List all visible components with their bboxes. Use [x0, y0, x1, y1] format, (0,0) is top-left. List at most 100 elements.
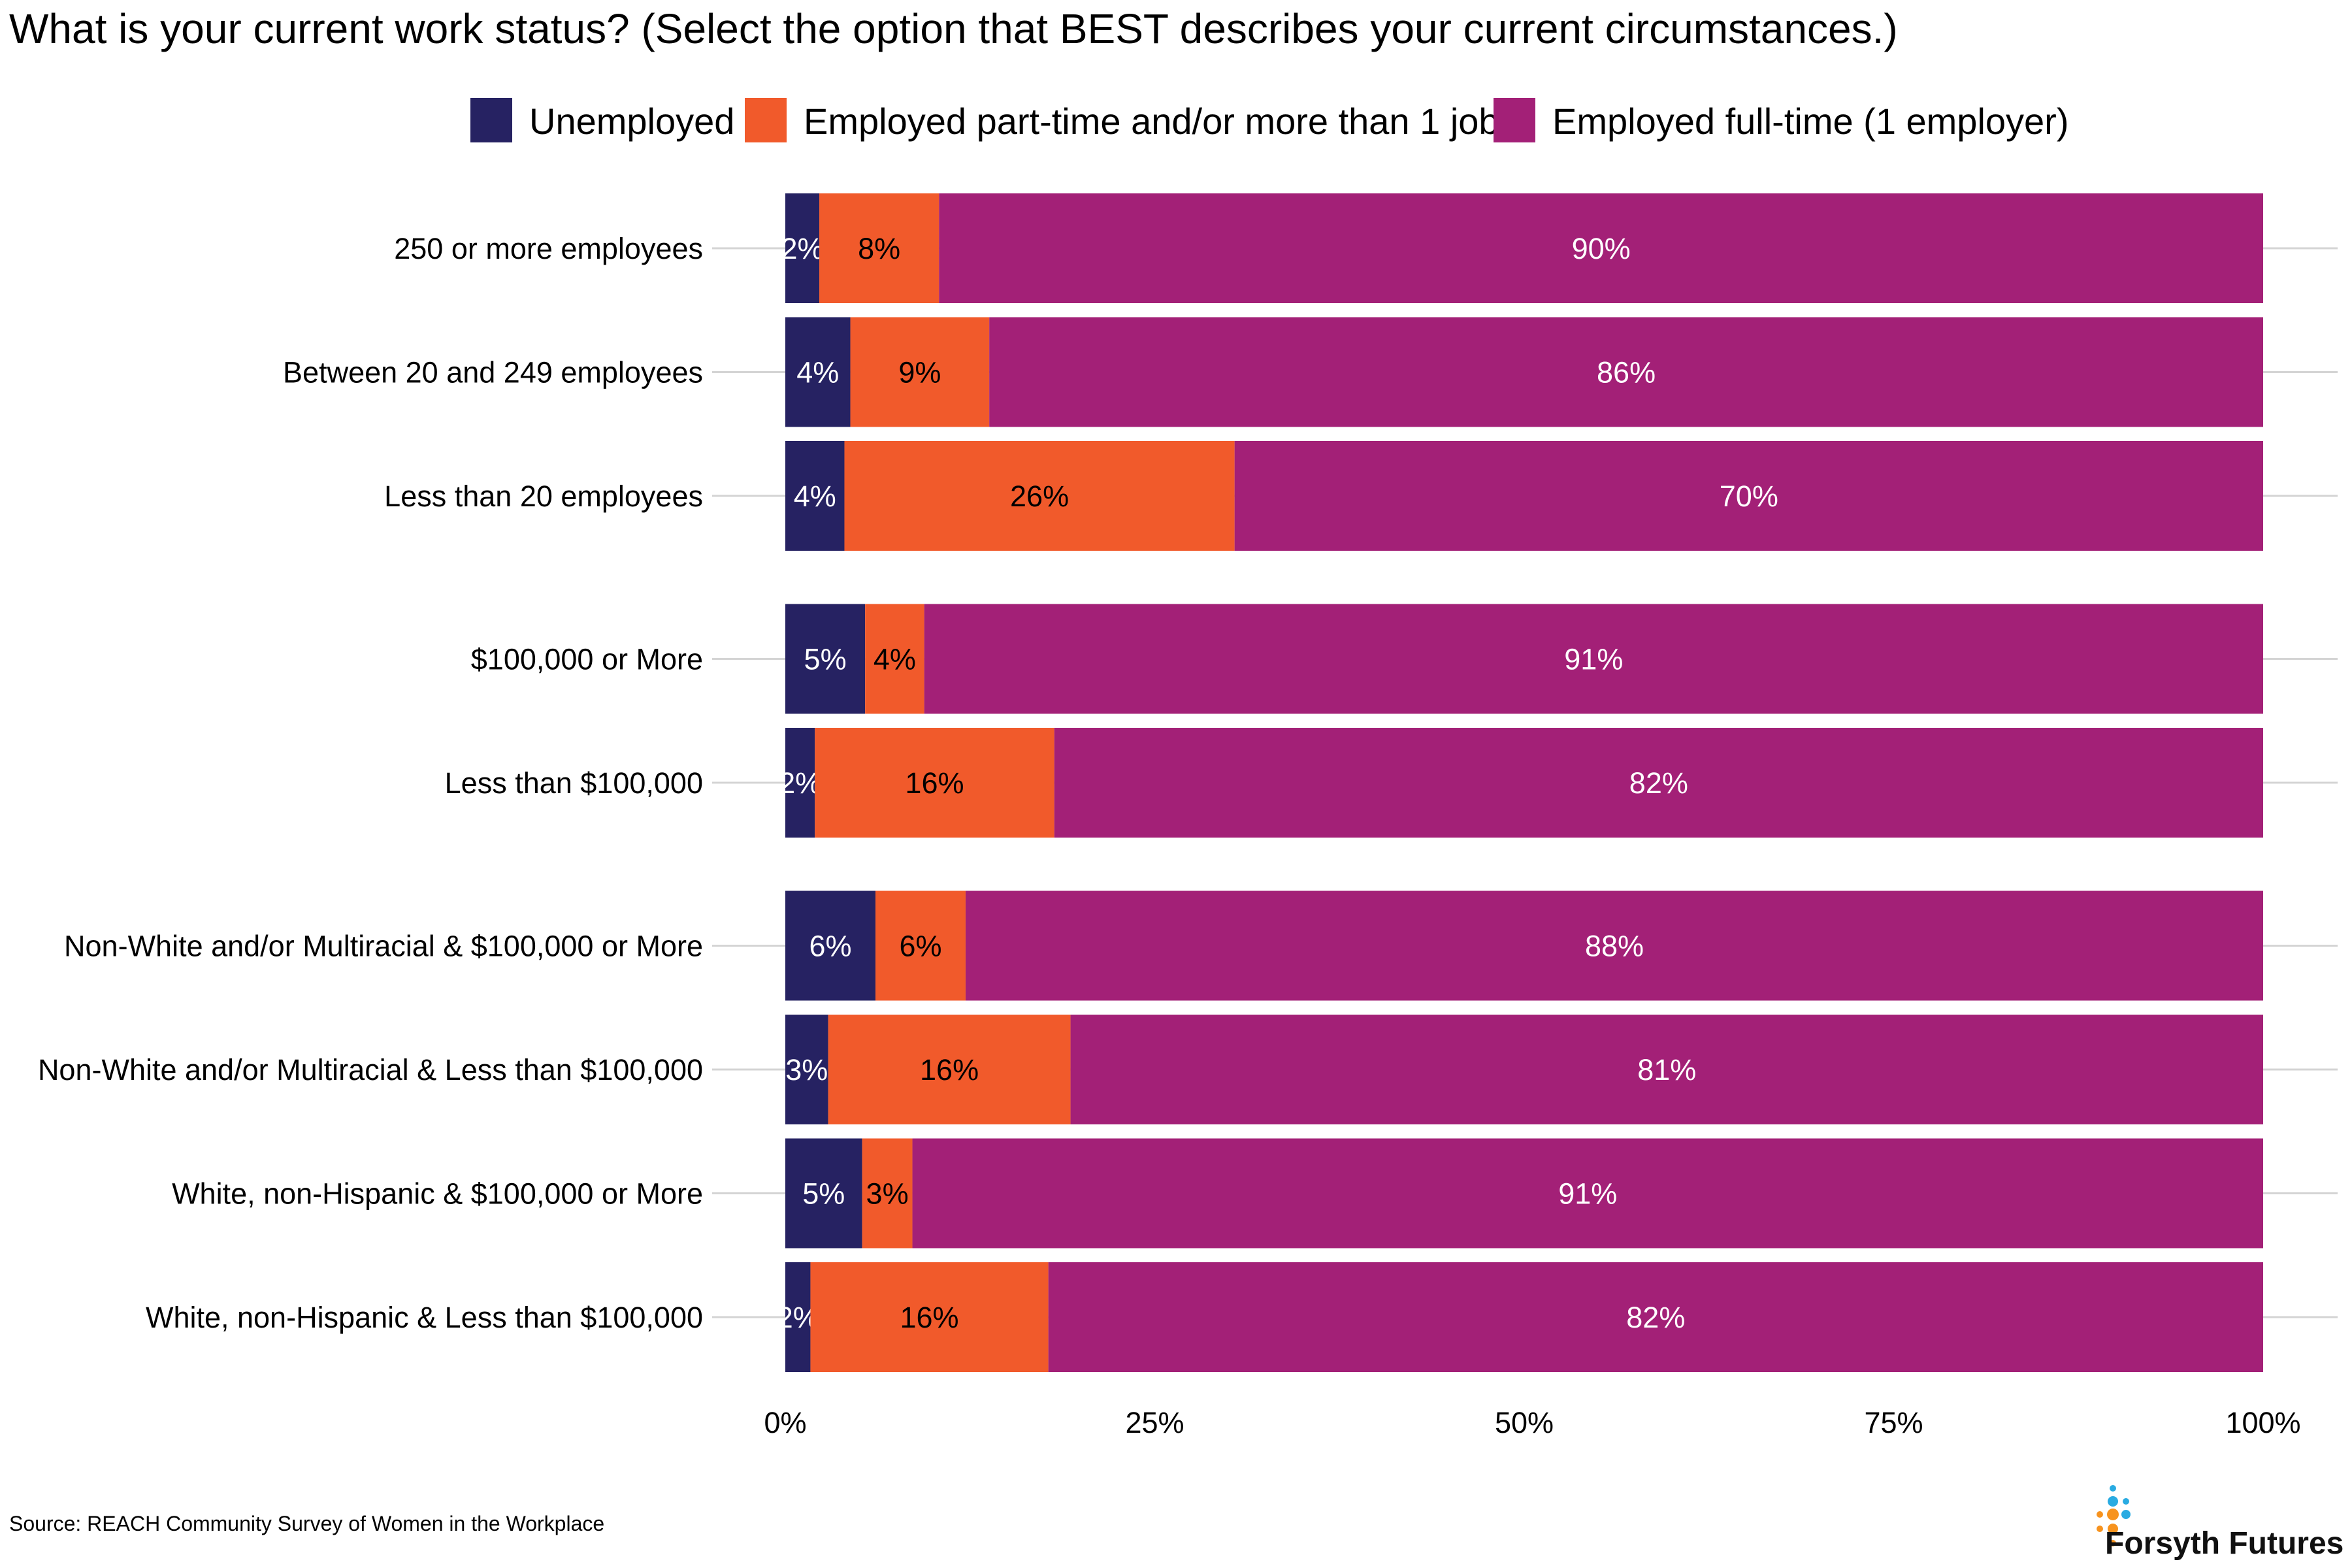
- data-label: 86%: [1597, 356, 1656, 389]
- data-label: 5%: [802, 1177, 845, 1211]
- forsyth-futures-logo: Forsyth Futures: [2097, 1485, 2344, 1561]
- legend-swatch-3: [1494, 98, 1535, 142]
- data-label: 4%: [796, 356, 839, 389]
- logo-dot: [2097, 1511, 2103, 1518]
- bar-segment: [850, 317, 990, 427]
- bar-segment: [1054, 728, 2263, 838]
- data-label: 91%: [1564, 643, 1623, 676]
- bar-segment: [862, 1138, 913, 1249]
- bar-row: 4% 26% 70%: [785, 441, 2263, 551]
- chart-title: What is your current work status? (Selec…: [9, 5, 1898, 52]
- category-label: Non-White and/or Multiracial & $100,000 …: [64, 930, 703, 963]
- data-label: 81%: [1637, 1053, 1696, 1086]
- legend-label-2: Employed part-time and/or more than 1 jo…: [804, 101, 1499, 142]
- category-label: Less than $100,000: [445, 766, 703, 800]
- data-label: 16%: [905, 766, 964, 800]
- category-label: White, non-Hispanic & $100,000 or More: [172, 1177, 703, 1211]
- logo-dot: [2110, 1485, 2116, 1492]
- logo-dot: [2121, 1510, 2131, 1519]
- bar-segment: [785, 1138, 862, 1249]
- data-label: 6%: [899, 930, 941, 963]
- bar-segment: [785, 193, 820, 303]
- bar-segment: [810, 1262, 1049, 1372]
- bar-segment: [875, 890, 966, 1001]
- data-label: 4%: [794, 480, 836, 513]
- logo-dot: [2097, 1526, 2103, 1532]
- data-label: 82%: [1626, 1301, 1685, 1334]
- x-axis-ticks: 0% 25% 50% 75% 100%: [764, 1406, 2300, 1439]
- bar-segment: [785, 890, 875, 1001]
- x-tick-label: 0%: [764, 1406, 806, 1439]
- x-tick-label: 50%: [1495, 1406, 1554, 1439]
- bar-segment: [965, 890, 2263, 1001]
- data-label: 6%: [809, 930, 851, 963]
- category-label: $100,000 or More: [471, 643, 703, 676]
- bar-segment: [989, 317, 2263, 427]
- category-label: White, non-Hispanic & Less than $100,000: [146, 1301, 703, 1334]
- data-label: 8%: [858, 232, 900, 265]
- bar-segment: [828, 1015, 1071, 1124]
- data-label: 16%: [900, 1301, 959, 1334]
- bar-segment: [785, 728, 815, 838]
- data-label: 4%: [874, 643, 916, 676]
- data-label: 3%: [785, 1053, 828, 1086]
- bar-segment: [785, 1262, 811, 1372]
- bar-segment: [1048, 1262, 2263, 1372]
- legend-label-1: Unemployed: [529, 101, 734, 142]
- logo-dot: [2123, 1498, 2129, 1505]
- bar-segment: [1234, 441, 2263, 551]
- bar-segment: [924, 604, 2264, 714]
- x-tick-label: 75%: [1864, 1406, 1923, 1439]
- logo-dot: [2110, 1540, 2116, 1546]
- data-label: 16%: [920, 1053, 979, 1086]
- bar-segment: [819, 193, 939, 303]
- bar-row: 5% 3% 91%: [785, 1138, 2263, 1249]
- category-label: Non-White and/or Multiracial & Less than…: [38, 1053, 703, 1086]
- source-note: Source: REACH Community Survey of Women …: [9, 1512, 604, 1535]
- bar-row: 3% 16% 81%: [785, 1015, 2263, 1124]
- category-label: Less than 20 employees: [384, 480, 703, 513]
- bar-row: 2% 8% 90%: [781, 193, 2263, 303]
- data-label: 82%: [1629, 766, 1688, 800]
- data-label: 3%: [866, 1177, 909, 1211]
- logo-dot: [2108, 1496, 2118, 1507]
- category-label: Between 20 and 249 employees: [283, 356, 703, 389]
- bar-row: 6% 6% 88%: [785, 890, 2263, 1001]
- legend-label-3: Employed full-time (1 employer): [1552, 101, 2068, 142]
- legend: Unemployed Employed part-time and/or more…: [470, 98, 2068, 142]
- bar-segment: [785, 1015, 828, 1124]
- bars: 2% 8% 90%4% 9% 86%4% 26% 70%5% 4% 91%2% 16% 82%6% 6…: [777, 193, 2264, 1372]
- bar-segment: [1070, 1015, 2263, 1124]
- bar-segment: [912, 1138, 2263, 1249]
- data-label: 2%: [781, 232, 823, 265]
- data-label: 91%: [1558, 1177, 1617, 1211]
- bar-row: 5% 4% 91%: [785, 604, 2264, 714]
- logo-text: Forsyth Futures: [2105, 1526, 2344, 1561]
- bar-segment: [844, 441, 1235, 551]
- data-label: 88%: [1585, 930, 1644, 963]
- data-label: 2%: [779, 766, 821, 800]
- data-label: 26%: [1010, 480, 1069, 513]
- logo-dots-icon: [2097, 1485, 2131, 1546]
- x-tick-label: 100%: [2225, 1406, 2300, 1439]
- bar-segment: [865, 604, 924, 714]
- category-label: 250 or more employees: [394, 232, 703, 265]
- logo-dot: [2107, 1509, 2119, 1520]
- data-label: 90%: [1572, 232, 1631, 265]
- bar-segment: [785, 604, 866, 714]
- bar-row: 2% 16% 82%: [777, 1262, 2263, 1372]
- data-label: 9%: [898, 356, 941, 389]
- x-tick-label: 25%: [1125, 1406, 1184, 1439]
- legend-swatch-1: [470, 98, 512, 142]
- bar-segment: [939, 193, 2263, 303]
- bar-row: 2% 16% 82%: [779, 728, 2263, 838]
- bar-segment: [785, 317, 851, 427]
- legend-swatch-2: [745, 98, 787, 142]
- category-labels: 250 or more employees Between 20 and 249 …: [38, 232, 703, 1334]
- bar-segment: [785, 441, 845, 551]
- bar-segment: [815, 728, 1054, 838]
- logo-dot: [2108, 1524, 2118, 1534]
- data-label: 5%: [804, 643, 847, 676]
- data-label: 70%: [1720, 480, 1778, 513]
